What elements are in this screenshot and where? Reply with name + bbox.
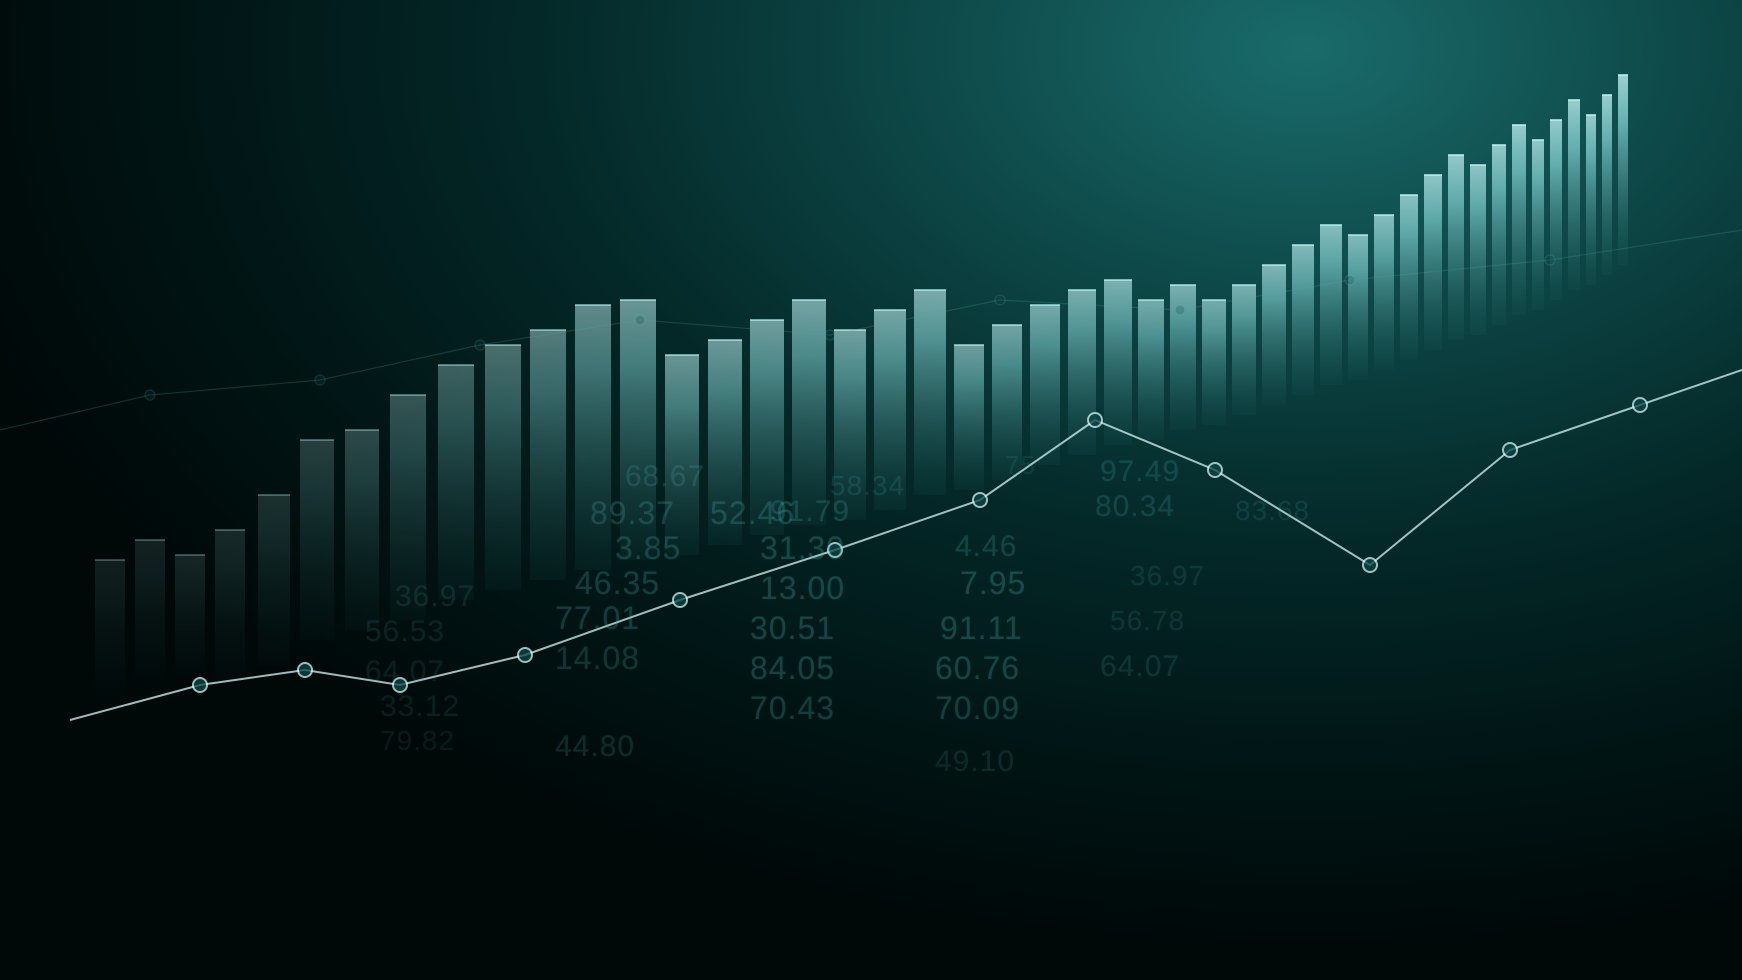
bar (1400, 195, 1418, 360)
data-figure: 36.97 (395, 580, 475, 614)
trend-point (1345, 275, 1355, 285)
data-figure: 97.49 (1100, 455, 1180, 489)
bar (135, 540, 165, 680)
trend-point (1503, 443, 1517, 457)
trend-point (475, 340, 485, 350)
data-figure: 60.76 (935, 650, 1020, 687)
bar (1550, 120, 1562, 300)
data-figure: 7.95 (960, 565, 1026, 602)
data-figure: 49.10 (935, 745, 1015, 779)
data-figure: 3.85 (615, 530, 681, 567)
data-figure: 91.11 (940, 610, 1023, 647)
data-figure: 75 (1005, 450, 1036, 481)
data-figure: 83.68 (1235, 495, 1310, 527)
data-figure: 89.37 (590, 495, 675, 532)
bar (1448, 155, 1464, 340)
data-figure: 4.46 (955, 530, 1017, 564)
data-figure: 58.34 (830, 470, 905, 502)
trend-point (1545, 255, 1555, 265)
bar (1104, 280, 1132, 445)
trend-point (315, 375, 325, 385)
bar (1586, 115, 1596, 285)
data-figure: 56.78 (1110, 605, 1185, 637)
trend-point (145, 390, 155, 400)
trend-point (1175, 305, 1185, 315)
data-figure: 70.43 (750, 690, 835, 727)
bar (1618, 75, 1628, 265)
trend-point (298, 663, 312, 677)
bar-series (95, 75, 1628, 695)
bar (1532, 140, 1544, 310)
data-figure: 64.07 (365, 655, 445, 689)
data-figure: 13.00 (760, 570, 845, 607)
trend-point (1208, 463, 1222, 477)
data-figure: 68.67 (625, 460, 705, 494)
bar (1030, 305, 1060, 465)
bar (1424, 175, 1442, 350)
trend-point (1088, 413, 1102, 427)
data-figure: 33.12 (380, 690, 460, 724)
trend-point (1363, 558, 1377, 572)
data-figure: 30.51 (750, 610, 835, 647)
bar (175, 555, 205, 675)
trend-point (635, 315, 645, 325)
bar (95, 560, 125, 695)
bar (300, 440, 334, 640)
bar (1292, 245, 1314, 395)
data-figure: 77.01 (555, 600, 640, 637)
data-figure: 64.07 (1100, 650, 1180, 684)
bar (1512, 125, 1526, 315)
trend-point (673, 593, 687, 607)
bar (438, 365, 474, 600)
trend-point (973, 493, 987, 507)
data-figure: 56.53 (365, 615, 445, 649)
trend-point (1633, 398, 1647, 412)
data-figure: 80.34 (1095, 490, 1175, 524)
bar (1374, 215, 1394, 370)
bar (1320, 225, 1342, 385)
data-figure: 44.80 (555, 730, 635, 764)
bar (345, 430, 379, 630)
bar (1470, 165, 1486, 335)
bar (1202, 300, 1226, 425)
data-figure: 36.97 (1130, 560, 1205, 592)
bar (1232, 285, 1256, 415)
data-figure: 31.30 (760, 530, 845, 567)
data-figure: 79.82 (380, 725, 455, 757)
bar (258, 495, 290, 665)
bar (954, 345, 984, 490)
bar (1348, 235, 1368, 380)
trend-point (995, 295, 1005, 305)
data-figure: 46.35 (575, 565, 660, 602)
bar (1568, 100, 1580, 290)
bar (914, 290, 946, 495)
data-figure: 70.09 (935, 690, 1020, 727)
trend-point (825, 330, 835, 340)
data-figure: 14.08 (555, 640, 640, 677)
bar (215, 530, 245, 680)
bar (1262, 265, 1286, 405)
bar (1602, 95, 1612, 275)
trend-point (193, 678, 207, 692)
trend-point (518, 648, 532, 662)
bar (530, 330, 566, 580)
bar (1492, 145, 1506, 325)
bar (485, 345, 521, 590)
data-figure: 84.05 (750, 650, 835, 687)
bar (1138, 300, 1164, 440)
financial-chart-infographic: { "type":"infographic", "theme":{ "bg_gr… (0, 0, 1742, 980)
